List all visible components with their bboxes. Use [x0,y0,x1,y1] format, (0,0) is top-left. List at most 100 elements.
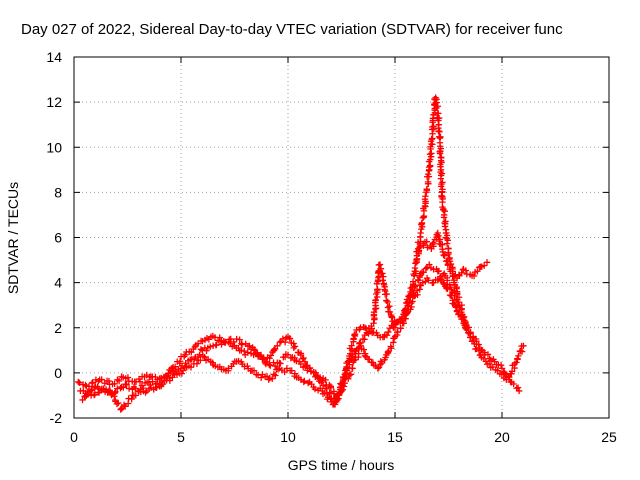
data-point [284,351,292,359]
x-tick-label: 20 [494,429,510,445]
data-point-fill [255,352,262,360]
data-point-fill [518,348,526,355]
data-point-fill [266,361,273,368]
data-point-fill [250,367,258,374]
y-tick-label: 10 [46,139,62,155]
data-point-fill [303,362,310,369]
data-point-fill [132,392,139,399]
data-point-fill [100,385,107,392]
series-spike [413,94,469,332]
series-track-c [79,229,491,413]
data-point-fill [348,342,355,349]
data-point-fill [439,279,447,286]
data-point-fill [81,393,89,401]
data-point-fill [152,384,159,391]
data-point-fill [82,381,89,389]
data-point-fill [513,359,520,366]
data-point-fill [423,238,430,245]
data-point-fill [374,286,381,293]
data-point-fill [238,341,246,348]
data-point-fill [98,376,105,383]
data-point-fill [430,123,437,130]
data-point-fill [128,395,135,403]
data-point-fill [291,370,299,377]
data-point-fill [480,262,488,269]
data-point [370,320,377,327]
data-point-fill [508,368,516,375]
data-point-fill [338,380,345,388]
data-point-fill [251,346,258,353]
data-point-fill [236,336,243,343]
data-point-fill [383,331,391,339]
data-point-fill [482,358,490,365]
data-point-fill [445,250,452,258]
data-point-fill [91,384,98,391]
data-point-fill [351,331,358,339]
data-point-fill [123,381,130,388]
data-point-fill [440,214,448,221]
data-point-fill [398,315,406,322]
data-point [75,378,82,386]
data-point-fill [281,368,288,376]
data-point-fill [365,330,372,337]
data-point-fill [341,380,348,387]
data-point-fill [328,395,335,402]
data-point-fill [326,389,333,396]
data-point [271,362,279,370]
data-point-fill [165,370,172,377]
data-point-fill [106,387,113,394]
data-point-fill [125,385,133,392]
data-point-fill [121,403,129,410]
data-point-fill [388,313,395,320]
data-point-fill [460,313,468,320]
data-point-fill [462,267,470,274]
data-point-fill [387,343,394,350]
data-point-fill [279,335,287,343]
data-point-fill [113,400,121,408]
data-point-fill [436,150,444,157]
data-point-fill [428,150,435,157]
data-point [515,387,523,395]
data-point-fill [497,361,505,369]
data-point [494,367,501,374]
data-point-fill [447,260,455,268]
x-tick-label: 25 [601,429,617,445]
data-point-fill [380,280,387,287]
data-point-fill [397,325,404,332]
chart-title: Day 027 of 2022, Sidereal Day-to-day VTE… [21,21,563,38]
data-point-fill [187,364,195,371]
data-point [383,297,390,304]
data-point-fill [171,363,179,370]
data-point-fill [439,248,447,256]
data-point-fill [430,239,437,247]
data-point-fill [360,346,368,353]
data-point-fill [435,232,442,239]
data-point-fill [115,377,123,385]
data-point [349,351,356,359]
data-point-fill [88,379,96,387]
data-point-fill [244,349,251,356]
data-point-fill [348,356,355,363]
data-point-fill [136,378,144,385]
data-point-fill [470,272,478,280]
y-tick-label: 14 [46,49,62,65]
data-point-fill [288,367,295,374]
data-point-fill [256,351,263,359]
data-point-fill [514,384,522,391]
data-point [201,353,208,361]
series-track-b [77,270,523,408]
data-point-fill [90,391,98,399]
data-point-fill [83,392,90,399]
data-point-fill [450,300,458,308]
data-point-fill [312,372,320,379]
data-point-fill [455,298,462,306]
y-tick-labels: -2 0 2 4 6 8 10 12 14 [46,49,62,426]
data-point-fill [286,335,294,342]
data-point-fill [222,338,229,346]
data-point-fill [375,364,383,371]
y-tick-label: 12 [46,94,62,110]
x-tick-labels: 0 5 10 15 20 25 [70,429,617,445]
data-point-fill [425,277,432,284]
data-point-fill [443,240,451,247]
